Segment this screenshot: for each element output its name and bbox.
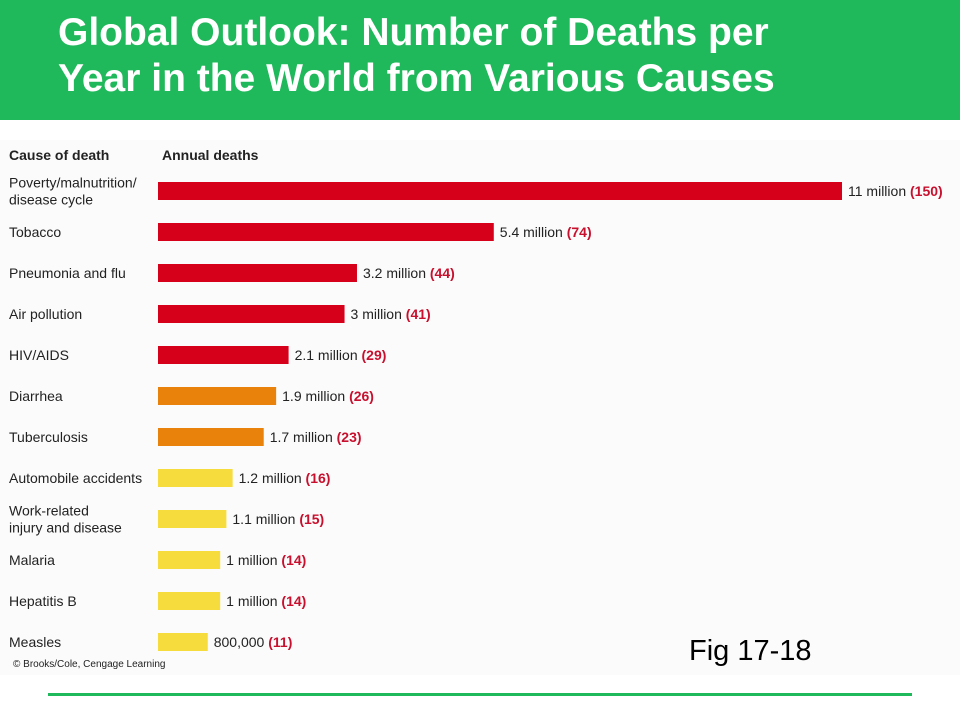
bar [158,592,221,610]
bar [158,469,233,487]
category-label: Tobacco [9,224,61,240]
value-label: 1.9 million (26) [282,388,374,404]
category-label: Automobile accidents [9,470,142,486]
value-label: 1.1 million (15) [232,511,324,527]
header-cause-of-death: Cause of death [9,147,109,163]
title-band: Global Outlook: Number of Deaths per Yea… [0,0,960,120]
category-label: Measles [9,634,61,650]
bar [158,428,264,446]
bar [158,223,494,241]
category-label: Air pollution [9,306,82,322]
value-label: 1 million (14) [226,593,306,609]
bar [158,182,842,200]
category-label: Hepatitis B [9,593,77,609]
copyright-credit: © Brooks/Cole, Cengage Learning [13,659,165,670]
value-label: 3.2 million (44) [363,265,455,281]
category-label: Diarrhea [9,388,63,404]
value-label: 11 million (150) [848,183,943,199]
value-label: 1.2 million (16) [239,470,331,486]
figure-label: Fig 17-18 [689,635,812,667]
bar [158,387,277,405]
bar [158,633,208,651]
header-annual-deaths: Annual deaths [162,147,259,163]
category-label: HIV/AIDS [9,347,69,363]
value-label: 2.1 million (29) [295,347,387,363]
slide-title: Global Outlook: Number of Deaths per Yea… [58,11,775,100]
category-label: Poverty/malnutrition/disease cycle [9,175,137,208]
value-label: 3 million (41) [351,306,431,322]
chart-rows: Poverty/malnutrition/disease cycle 11 mil… [9,175,943,651]
category-label: Malaria [9,552,55,568]
value-label: 5.4 million (74) [500,224,592,240]
bar [158,264,357,282]
value-label: 800,000 (11) [214,634,293,650]
bar [158,305,345,323]
value-label: 1.7 million (23) [270,429,362,445]
category-label: Work-related injury and disease [9,503,122,536]
value-label: 1 million (14) [226,552,306,568]
category-label: Tuberculosis [9,429,88,445]
bar [158,510,227,528]
bar [158,346,289,364]
bar [158,551,221,569]
bottom-rule [48,693,912,696]
category-label: Pneumonia and flu [9,265,126,281]
